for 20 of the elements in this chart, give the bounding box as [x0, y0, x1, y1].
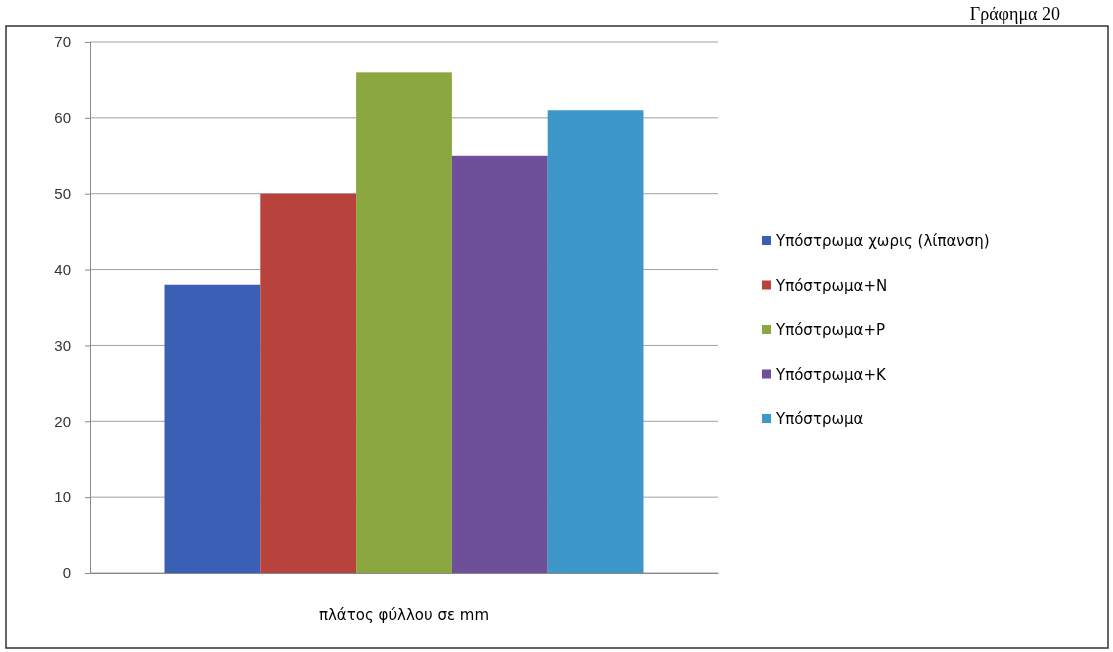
y-tick-label: 0	[62, 564, 71, 582]
legend-label: Υπόστρωμα	[775, 410, 864, 428]
y-tick-label: 30	[54, 336, 71, 354]
bar	[356, 72, 452, 573]
legend-label: Υπόστρωμα+K	[775, 365, 887, 384]
legend-label: Υπόστρωμα+N	[775, 276, 888, 295]
legend-label: Υπόστρωμα+P	[775, 321, 886, 339]
bar	[451, 155, 548, 573]
y-tick-label: 10	[54, 488, 71, 506]
y-tick-label: 40	[54, 260, 71, 278]
bar	[164, 284, 261, 573]
y-tick-label: 20	[54, 412, 71, 430]
x-axis-title: πλάτος φύλλου σε mm	[318, 606, 490, 624]
bar	[547, 110, 644, 573]
legend-label: Υπόστρωμα χωρις (λίπανση)	[775, 232, 990, 250]
bar	[260, 193, 357, 573]
y-tick-label: 50	[54, 185, 71, 203]
text: Γράφημα 20	[969, 4, 1060, 24]
y-tick-label: 60	[54, 109, 71, 127]
y-tick-label: 70	[54, 33, 71, 51]
